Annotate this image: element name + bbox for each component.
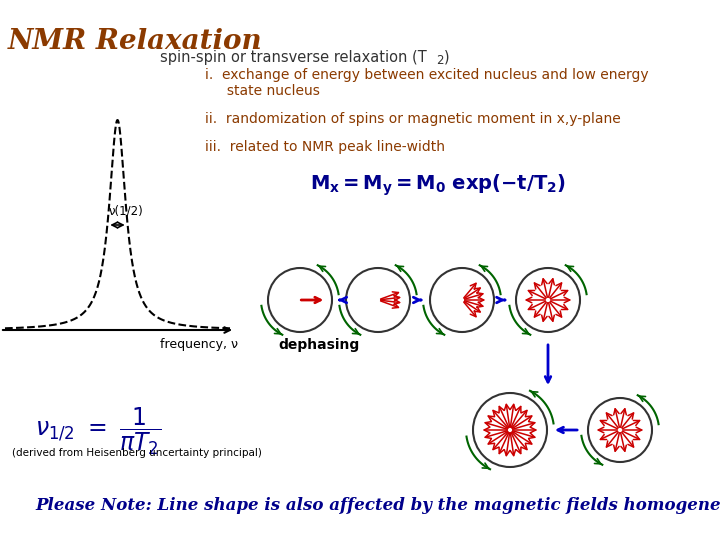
Text: dephasing: dephasing <box>278 338 359 352</box>
Text: i.  exchange of energy between excited nucleus and low energy: i. exchange of energy between excited nu… <box>205 68 649 82</box>
Text: iii.  related to NMR peak line-width: iii. related to NMR peak line-width <box>205 140 445 154</box>
Text: ν(1/2): ν(1/2) <box>109 205 143 218</box>
Text: spin-spin or transverse relaxation (T: spin-spin or transverse relaxation (T <box>160 50 427 65</box>
Text: (derived from Heisenberg uncertainty principal): (derived from Heisenberg uncertainty pri… <box>12 448 262 458</box>
Text: Please Note: Line shape is also affected by the magnetic fields homogeneity: Please Note: Line shape is also affected… <box>35 497 720 514</box>
Text: frequency, ν: frequency, ν <box>160 338 238 351</box>
Text: 2: 2 <box>436 54 444 67</box>
Text: NMR Relaxation: NMR Relaxation <box>8 28 263 55</box>
Text: ): ) <box>444 50 449 65</box>
Text: $\nu_{1/2}\ =\ \dfrac{1}{\pi T_2}$: $\nu_{1/2}\ =\ \dfrac{1}{\pi T_2}$ <box>35 405 161 457</box>
Text: state nucleus: state nucleus <box>205 84 320 98</box>
Text: $\mathbf{M_x = M_y = M_0\ exp(-t/T_2)}$: $\mathbf{M_x = M_y = M_0\ exp(-t/T_2)}$ <box>310 172 566 198</box>
Text: ii.  randomization of spins or magnetic moment in x,y-plane: ii. randomization of spins or magnetic m… <box>205 112 621 126</box>
